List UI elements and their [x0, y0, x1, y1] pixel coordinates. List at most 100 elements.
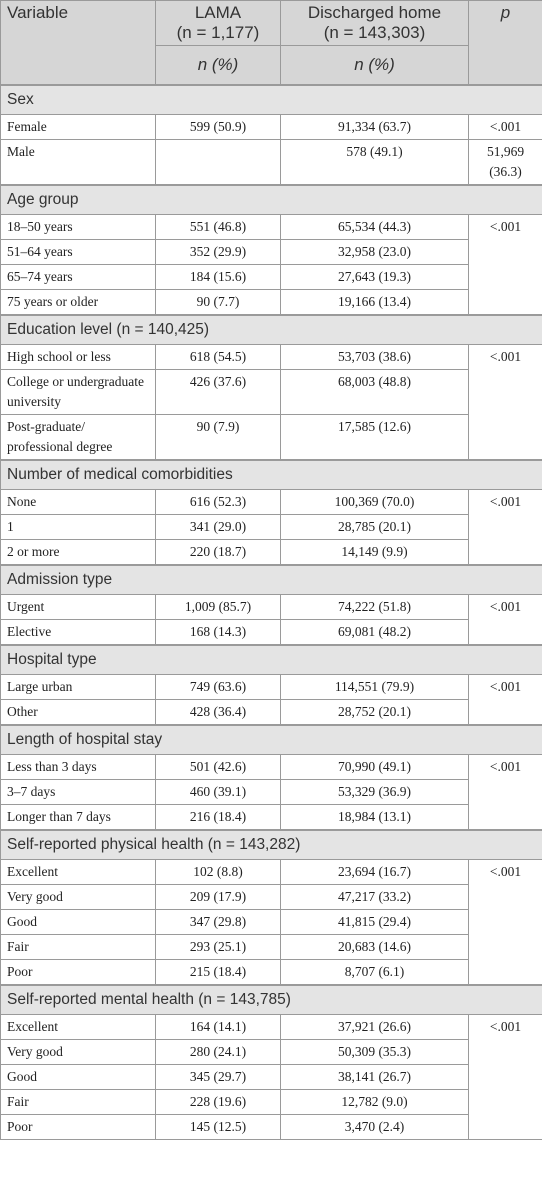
data-row: Other 428 (36.4) 28,752 (20.1): [0, 699, 542, 726]
lama-cell: 460 (39.1): [155, 779, 281, 805]
variable-cell: Fair: [0, 1089, 156, 1115]
p-cell: <.001: [468, 214, 542, 316]
variable-cell: Very good: [0, 1039, 156, 1065]
discharged-cell: 14,149 (9.9): [280, 539, 469, 566]
lama-cell: 352 (29.9): [155, 239, 281, 265]
discharged-cell: 28,785 (20.1): [280, 514, 469, 540]
variable-cell: 2 or more: [0, 539, 156, 566]
header-discharged-unit: n (%): [280, 45, 469, 86]
discharged-cell: 17,585 (12.6): [280, 414, 469, 461]
data-row: 1 341 (29.0) 28,785 (20.1): [0, 514, 542, 540]
section-label: Age group: [0, 184, 542, 215]
data-row: Fair 293 (25.1) 20,683 (14.6): [0, 934, 542, 960]
variable-cell: College or undergraduate university: [0, 369, 156, 415]
discharged-cell: 50,309 (35.3): [280, 1039, 469, 1065]
section-row: Age group: [0, 184, 542, 215]
variable-cell: Post-graduate/ professional degree: [0, 414, 156, 461]
data-row: Male 578 (49.1) 51,969 (36.3): [0, 139, 542, 186]
discharged-cell: 53,329 (36.9): [280, 779, 469, 805]
data-row: 51–64 years 352 (29.9) 32,958 (23.0): [0, 239, 542, 265]
variable-cell: 1: [0, 514, 156, 540]
lama-cell: 90 (7.7): [155, 289, 281, 316]
section-label: Self-reported physical health (n = 143,2…: [0, 829, 542, 860]
discharged-cell: 27,643 (19.3): [280, 264, 469, 290]
lama-cell: 426 (37.6): [155, 369, 281, 415]
variable-cell: None: [0, 489, 156, 515]
header-discharged-title: Discharged home: [307, 3, 442, 22]
header-lama-unit: n (%): [155, 45, 281, 86]
section-label: Length of hospital stay: [0, 724, 542, 755]
lama-cell: 501 (42.6): [155, 754, 281, 780]
discharged-cell: 578 (49.1): [280, 139, 469, 186]
discharged-cell: 37,921 (26.6): [280, 1014, 469, 1040]
header-discharged-n: (n = 143,303): [323, 23, 426, 42]
header-discharged: Discharged home (n = 143,303): [280, 0, 469, 46]
lama-cell: 428 (36.4): [155, 699, 281, 726]
data-row: 2 or more 220 (18.7) 14,149 (9.9): [0, 539, 542, 566]
discharged-cell: 69,081 (48.2): [280, 619, 469, 646]
variable-cell: Urgent: [0, 594, 156, 620]
data-row: College or undergraduate university 426 (…: [0, 369, 542, 415]
lama-cell: 184 (15.6): [155, 264, 281, 290]
variable-cell: Female: [0, 114, 156, 140]
variable-cell: Good: [0, 909, 156, 935]
section-label: Admission type: [0, 564, 542, 595]
variable-cell: Fair: [0, 934, 156, 960]
lama-cell: 1,009 (85.7): [155, 594, 281, 620]
data-row: Very good 280 (24.1) 50,309 (35.3): [0, 1039, 542, 1065]
discharged-cell: 12,782 (9.0): [280, 1089, 469, 1115]
discharged-cell: 28,752 (20.1): [280, 699, 469, 726]
variable-cell: Longer than 7 days: [0, 804, 156, 831]
section-label: Hospital type: [0, 644, 542, 675]
variable-cell: Male: [0, 139, 156, 186]
lama-cell: 228 (19.6): [155, 1089, 281, 1115]
variable-cell: Large urban: [0, 674, 156, 700]
data-row: Urgent 1,009 (85.7) 74,222 (51.8) <.001: [0, 594, 542, 646]
lama-cell: 90 (7.9): [155, 414, 281, 461]
variable-cell: Poor: [0, 959, 156, 986]
section-row: Hospital type: [0, 644, 542, 675]
discharged-cell: 114,551 (79.9): [280, 674, 469, 700]
data-row: Excellent 164 (14.1) 37,921 (26.6) <.001: [0, 1014, 542, 1140]
data-row: 65–74 years 184 (15.6) 27,643 (19.3): [0, 264, 542, 290]
data-row: Female 599 (50.9) 91,334 (63.7) <.001: [0, 114, 542, 140]
variable-cell: 51–64 years: [0, 239, 156, 265]
header-lama: LAMA (n = 1,177): [155, 0, 281, 46]
variable-cell: Excellent: [0, 859, 156, 885]
lama-cell: 618 (54.5): [155, 344, 281, 370]
data-row: Good 345 (29.7) 38,141 (26.7): [0, 1064, 542, 1090]
lama-cell: 209 (17.9): [155, 884, 281, 910]
discharged-cell: 18,984 (13.1): [280, 804, 469, 831]
lama-cell: 341 (29.0): [155, 514, 281, 540]
lama-cell: 347 (29.8): [155, 909, 281, 935]
header-lama-title: LAMA: [194, 3, 242, 22]
p-cell: <.001: [468, 754, 542, 831]
lama-cell: 145 (12.5): [155, 1114, 281, 1140]
lama-cell: 280 (24.1): [155, 1039, 281, 1065]
section-row: Sex: [0, 84, 542, 115]
section-row: Education level (n = 140,425): [0, 314, 542, 345]
data-row: High school or less 618 (54.5) 53,703 (38.…: [0, 344, 542, 461]
discharged-cell: 47,217 (33.2): [280, 884, 469, 910]
lama-cell: 616 (52.3): [155, 489, 281, 515]
p-cell: <.001: [468, 859, 542, 986]
data-row: Fair 228 (19.6) 12,782 (9.0): [0, 1089, 542, 1115]
lama-cell: 216 (18.4): [155, 804, 281, 831]
discharged-cell: 8,707 (6.1): [280, 959, 469, 986]
discharged-cell: 100,369 (70.0): [280, 489, 469, 515]
lama-cell: 293 (25.1): [155, 934, 281, 960]
data-row: Very good 209 (17.9) 47,217 (33.2): [0, 884, 542, 910]
discharged-cell: 23,694 (16.7): [280, 859, 469, 885]
header-variable: Variable: [0, 0, 156, 86]
variable-cell: High school or less: [0, 344, 156, 370]
data-row: Good 347 (29.8) 41,815 (29.4): [0, 909, 542, 935]
p-cell: <.001: [468, 344, 542, 461]
discharged-cell: 38,141 (26.7): [280, 1064, 469, 1090]
data-row: 3–7 days 460 (39.1) 53,329 (36.9): [0, 779, 542, 805]
lama-cell: 599 (50.9): [155, 114, 281, 140]
data-row: Excellent 102 (8.8) 23,694 (16.7) <.001: [0, 859, 542, 986]
discharged-cell: 32,958 (23.0): [280, 239, 469, 265]
section-label: Education level (n = 140,425): [0, 314, 542, 345]
data-row: Elective 168 (14.3) 69,081 (48.2): [0, 619, 542, 646]
